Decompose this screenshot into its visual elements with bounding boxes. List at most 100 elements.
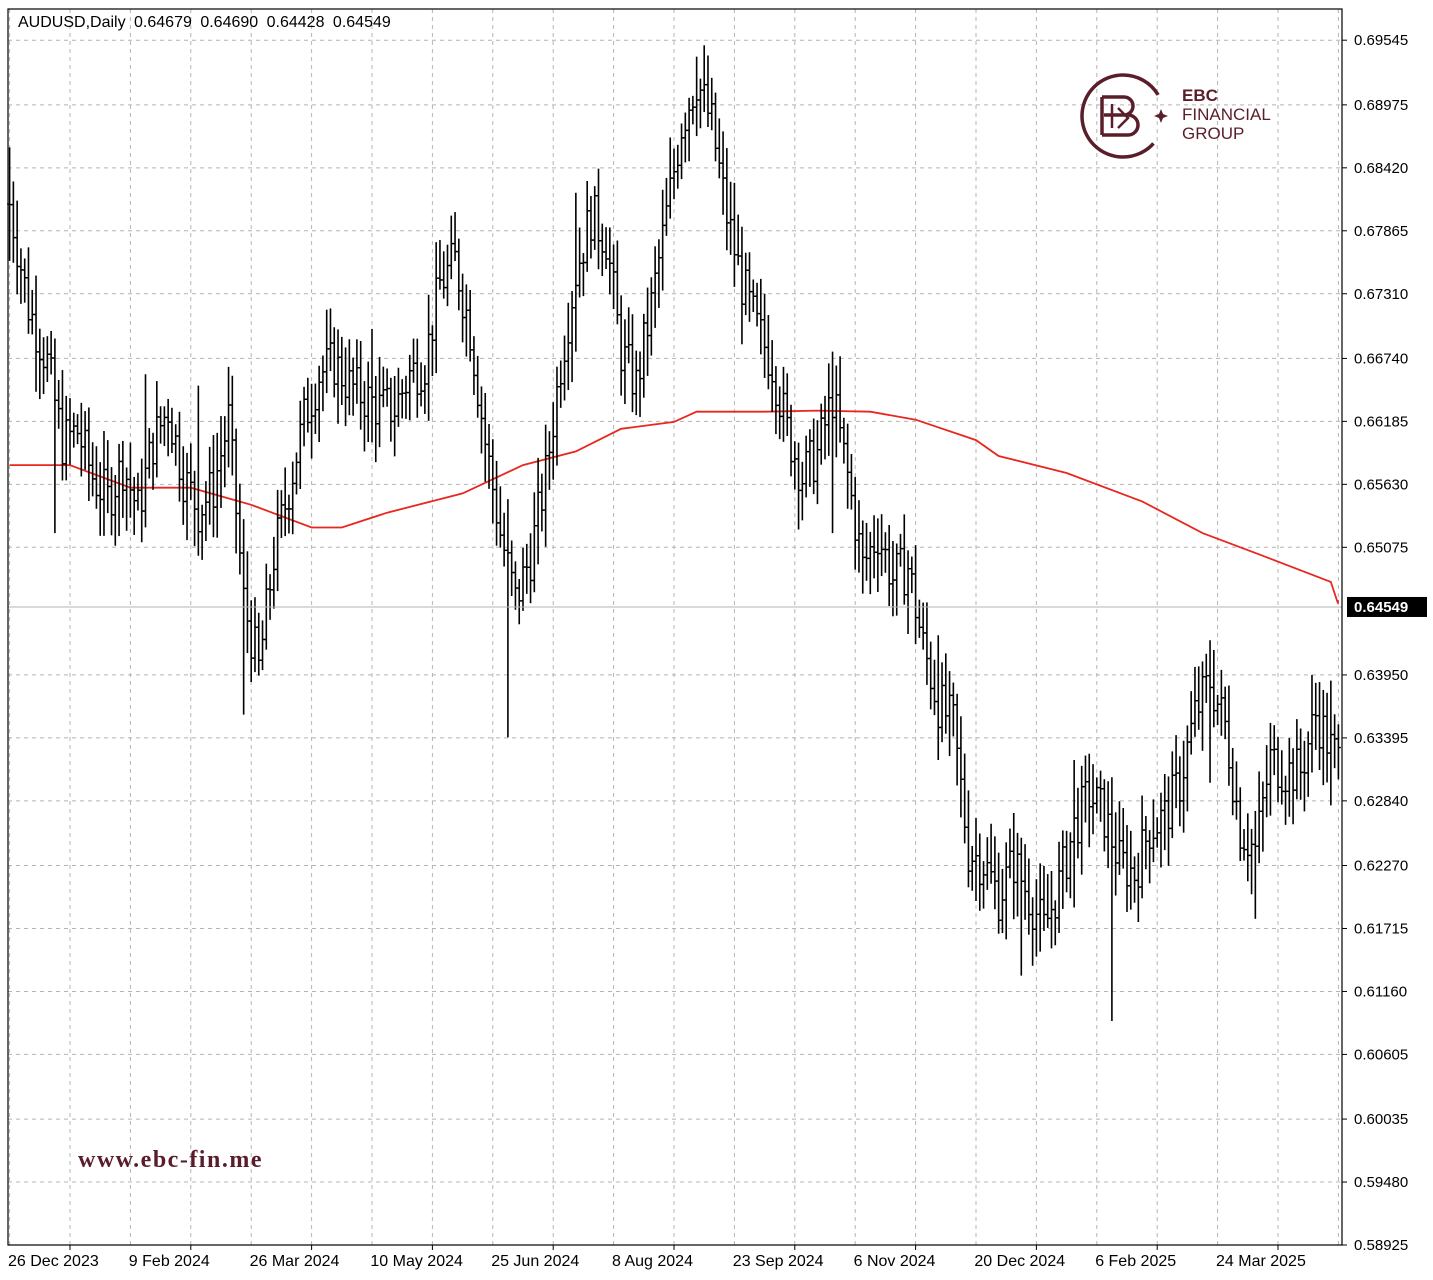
- ohlc-bar: [531, 492, 537, 593]
- ohlc-bar: [112, 475, 118, 546]
- ohlc-bar: [796, 442, 802, 530]
- y-tick-label: 0.67865: [1354, 223, 1408, 240]
- ohlc-bar: [467, 289, 473, 362]
- ohlc-bar: [996, 852, 1002, 934]
- ohlc-bar: [388, 377, 394, 442]
- ohlc-bar: [773, 366, 779, 435]
- ohlc-bar: [22, 258, 28, 303]
- ohlc-bar: [218, 416, 224, 509]
- ohlc-bar: [599, 223, 605, 277]
- ohlc-bar: [826, 363, 832, 456]
- ohlc-bar: [199, 504, 205, 560]
- ohlc-bar: [1075, 787, 1081, 859]
- ohlc-bar: [1215, 694, 1221, 726]
- ohlc-bar: [505, 499, 511, 738]
- ohlc-bar: [226, 366, 232, 468]
- ohlc-bar: [731, 182, 737, 287]
- ohlc-bar: [37, 328, 43, 400]
- ohlc-bar: [10, 181, 16, 263]
- ohlc-bar: [663, 177, 669, 236]
- ohlc-bar: [1192, 666, 1198, 737]
- ohlc-bar: [18, 248, 24, 304]
- ohlc-bar: [124, 467, 130, 531]
- ohlc-bar: [301, 386, 307, 447]
- ohlc-bar: [426, 294, 432, 421]
- plot-area-border: [7, 8, 1343, 1246]
- ohlc-bar: [195, 385, 201, 556]
- ohlc-bar: [1196, 666, 1202, 730]
- ohlc-bar: [1181, 740, 1187, 833]
- ohlc-bar: [339, 336, 345, 405]
- ohlc-bar: [173, 424, 179, 466]
- x-tick-label: 26 Mar 2024: [250, 1253, 340, 1270]
- x-axis: 26 Dec 2023 9 Feb 2024 26 Mar 2024 10 May 2…: [8, 1245, 1306, 1270]
- ohlc-bar: [516, 578, 522, 625]
- ohlc-bar: [105, 440, 111, 514]
- ohlc-bar: [803, 435, 809, 498]
- ohlc-bar: [588, 195, 594, 259]
- ohlc-bar: [150, 432, 156, 490]
- x-tick-label: 26 Dec 2023: [8, 1253, 99, 1270]
- ohlc-bar: [1294, 719, 1300, 800]
- ohlc-bar: [1245, 813, 1251, 882]
- ohlc-bar: [1226, 685, 1232, 786]
- ohlc-bar: [735, 214, 741, 266]
- ebc-logo-icon: [1080, 73, 1168, 159]
- ohlc-bar: [898, 533, 903, 567]
- ohlc-bar: [1109, 777, 1115, 1021]
- ohlc-bar: [1173, 735, 1179, 809]
- ohlc-bar: [939, 662, 945, 743]
- ohlc-bar: [762, 293, 768, 378]
- ohlc-bar: [25, 247, 31, 334]
- ohlc-bar: [864, 522, 870, 581]
- ohlc-bar: [490, 439, 496, 524]
- ohlc-bar: [1064, 830, 1070, 893]
- logo-line-3: GROUP: [1182, 124, 1245, 143]
- ohlc-bar: [1116, 801, 1122, 875]
- ohlc-bar: [675, 144, 681, 189]
- ohlc-bar: [554, 366, 560, 466]
- ohlc-bar: [327, 308, 333, 372]
- ohlc-bar: [1203, 653, 1209, 703]
- ohlc-bar: [373, 375, 379, 463]
- ohlc-bar: [414, 338, 420, 418]
- ohlc-bar: [1026, 858, 1032, 935]
- ohlc-bar: [984, 837, 990, 890]
- ohlc-bar: [1007, 828, 1013, 879]
- ohlc-bar: [203, 481, 209, 541]
- x-tick-label: 6 Nov 2024: [854, 1253, 936, 1270]
- ohlc-bar: [158, 406, 164, 444]
- ohlc-bar: [931, 659, 937, 716]
- ohlc-bar: [282, 467, 288, 537]
- ohlc-bar: [214, 432, 220, 538]
- x-tick-label: 23 Sep 2024: [733, 1253, 824, 1270]
- ohlc-bar: [1124, 825, 1130, 912]
- ohlc-bar: [954, 693, 960, 786]
- ohlc-bar: [312, 383, 318, 434]
- ohlc-bar: [682, 112, 688, 163]
- ohlc-bar: [1309, 674, 1315, 773]
- ohlc-bar: [1169, 751, 1175, 839]
- ohlc-bar: [845, 423, 851, 509]
- ohlc-bar: [890, 541, 896, 617]
- ohlc-bar: [1071, 760, 1077, 908]
- ohlc-bar: [127, 442, 133, 518]
- ohlc-bar: [573, 192, 579, 352]
- ohlc-bar: [754, 282, 760, 327]
- ohlc-bar: [343, 347, 349, 427]
- ohlc-bar: [686, 97, 692, 162]
- ohlc-bar: [90, 442, 96, 497]
- ohlc-bar: [29, 289, 35, 335]
- ohlc-bar: [739, 226, 745, 345]
- ohlc-bar: [1030, 897, 1036, 966]
- ohlc-bar: [14, 200, 20, 295]
- ohlc-bar: [233, 428, 239, 554]
- ohlc-bar: [645, 287, 651, 376]
- ohlc-bar: [1283, 775, 1289, 825]
- ohlc-bar: [637, 351, 643, 417]
- ohlc-bar: [241, 519, 247, 715]
- ohlc-bar: [1022, 844, 1028, 920]
- ohlc-bar: [1317, 682, 1323, 770]
- ohlc-bar: [969, 845, 975, 891]
- ohlc-bar: [1113, 812, 1119, 896]
